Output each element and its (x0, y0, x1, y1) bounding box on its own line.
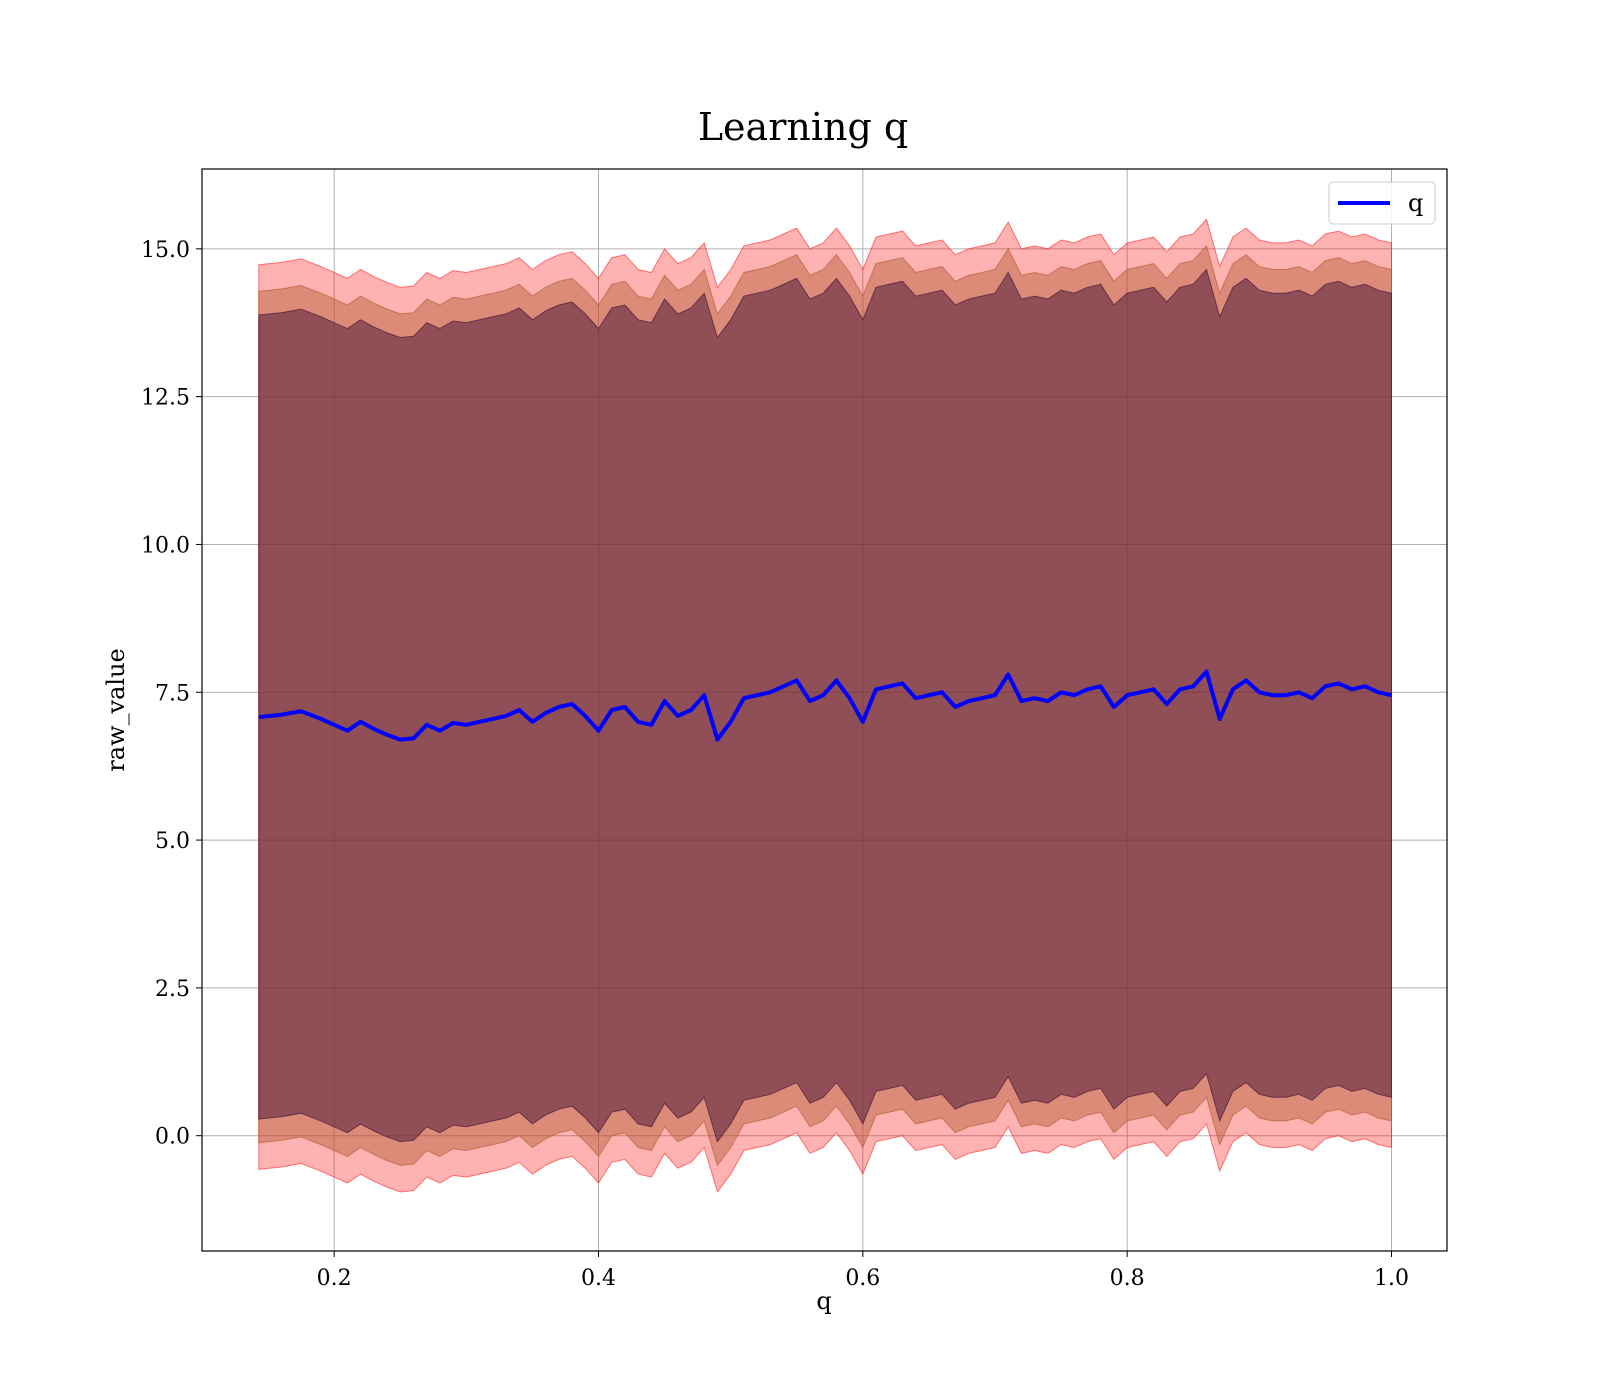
legend: q (1328, 181, 1436, 225)
y-tick-label: 0.0 (155, 1125, 190, 1150)
y-tick-label: 15.0 (141, 238, 190, 263)
y-axis-ticks: 0.0 2.5 5.0 7.5 10.0 12.5 15.0 (141, 238, 202, 1150)
x-tick-label: 1.0 (1374, 1266, 1409, 1291)
y-axis-label: raw_value (102, 648, 130, 772)
y-tick-label: 12.5 (141, 386, 190, 411)
series-line-q (258, 669, 1392, 742)
y-tick-label: 2.5 (155, 977, 190, 1002)
plot-frame (201, 168, 1448, 1252)
x-axis-label: q (816, 1287, 831, 1315)
uncertainty-bands (258, 218, 1392, 1193)
x-tick-label: 0.2 (317, 1266, 352, 1291)
x-tick-label: 0.8 (1110, 1266, 1145, 1291)
y-tick-label: 5.0 (155, 829, 190, 854)
uncertainty-band (258, 268, 1392, 1143)
y-tick-label: 7.5 (155, 681, 190, 706)
x-tick-label: 0.4 (581, 1266, 616, 1291)
x-tick-label: 0.6 (845, 1266, 880, 1291)
x-axis-ticks: 0.2 0.4 0.6 0.8 1.0 (317, 1251, 1409, 1291)
legend-label: q (1408, 189, 1423, 217)
series-lines (258, 669, 1392, 742)
chart-title: Learning q (698, 105, 908, 149)
y-tick-label: 10.0 (141, 533, 190, 558)
